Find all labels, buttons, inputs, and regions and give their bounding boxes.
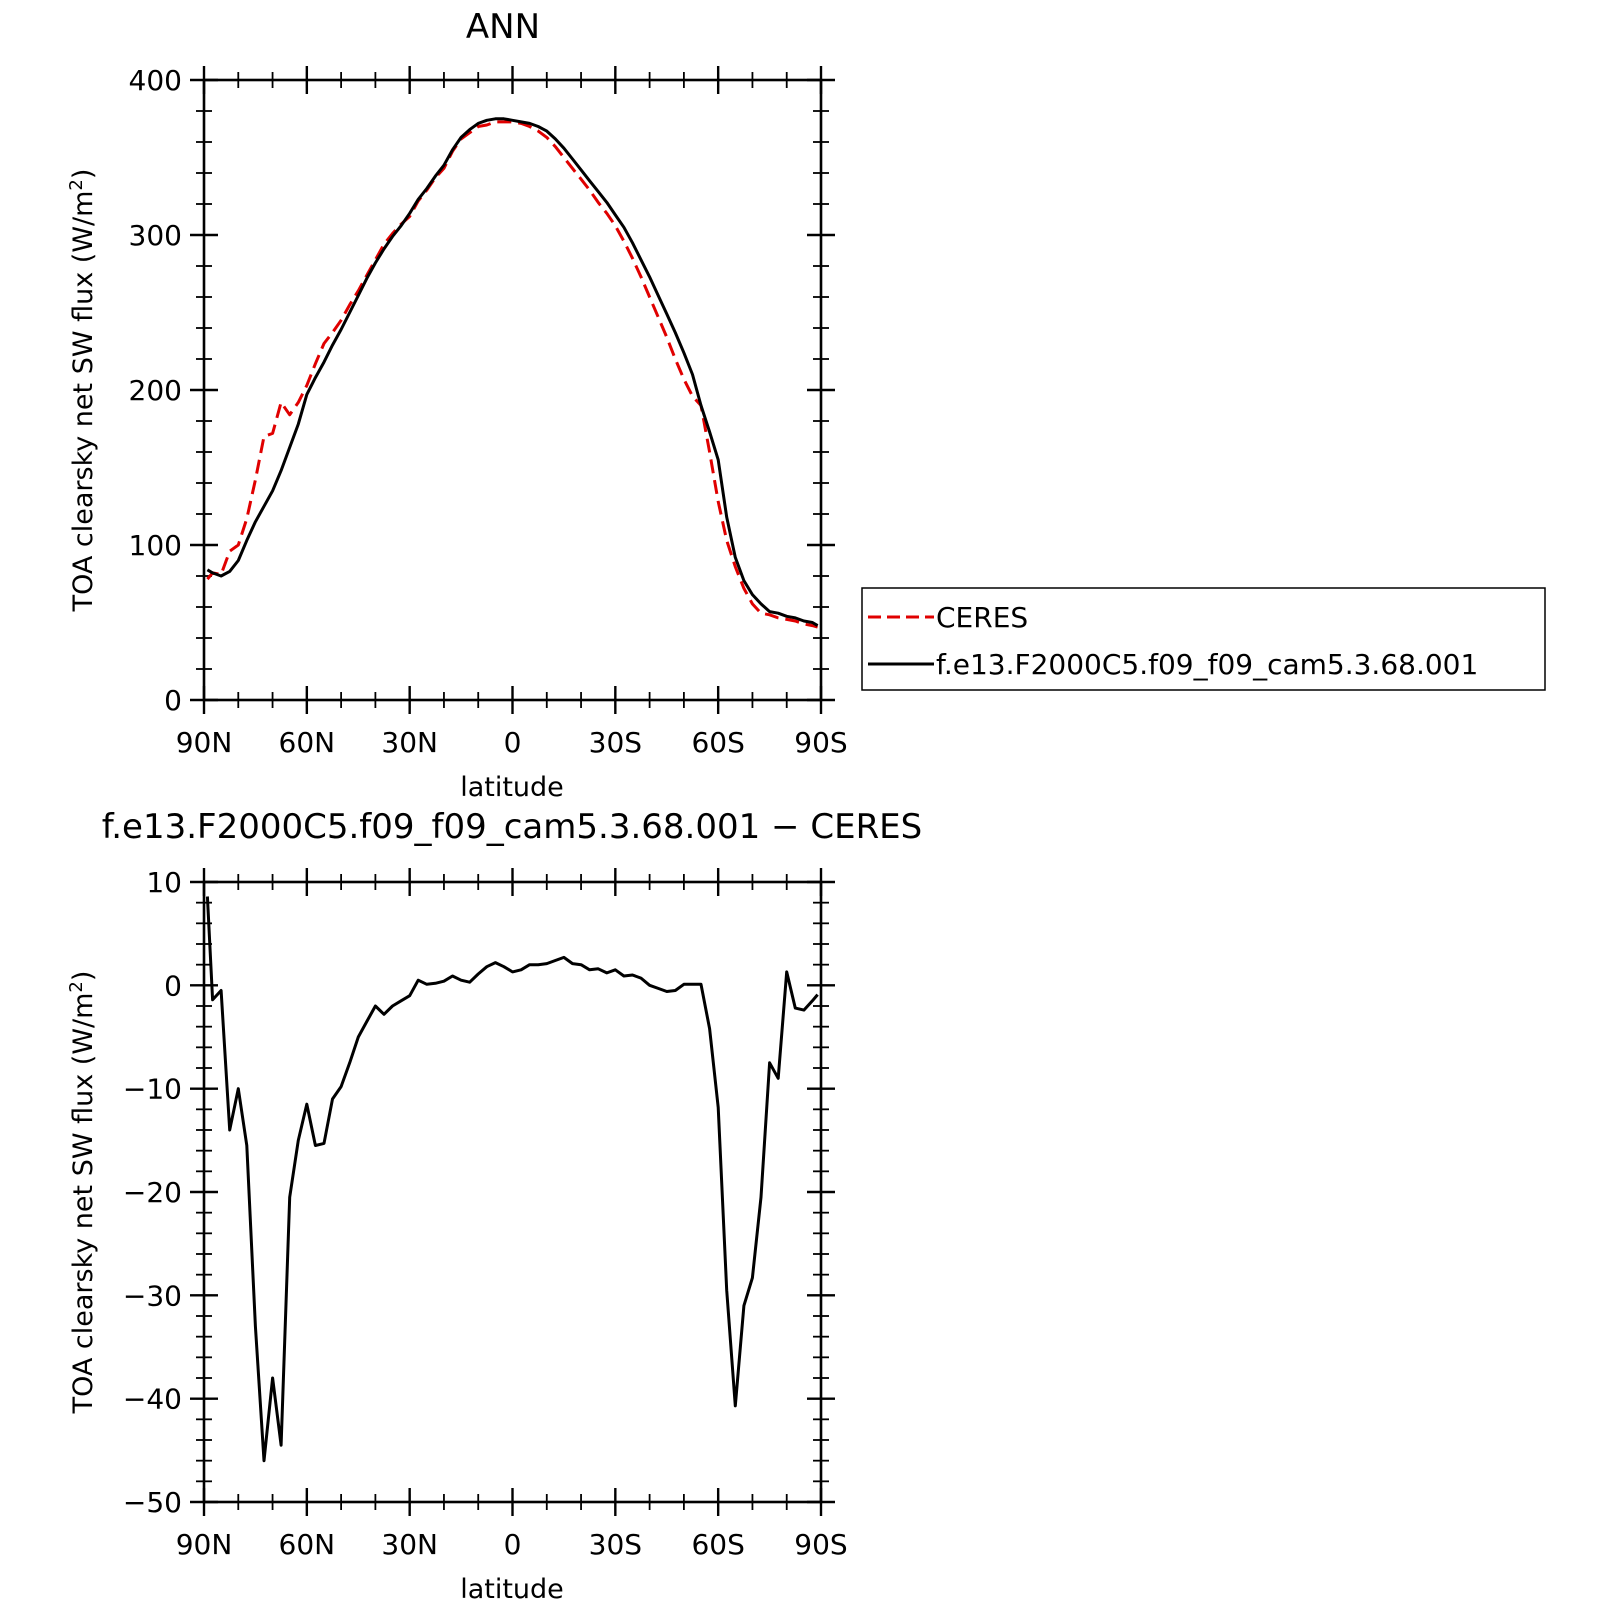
x-tick-label: 90N xyxy=(176,726,233,759)
y-tick-label: 10 xyxy=(146,866,182,899)
legend-model-label: f.e13.F2000C5.f09_f09_cam5.3.68.001 xyxy=(936,648,1478,681)
y-tick-label: −50 xyxy=(123,1486,182,1519)
bottom-plot-frame xyxy=(202,880,823,1504)
top-series-lines xyxy=(206,117,819,629)
top-y-axis-label: TOA clearsky net SW flux (W/m2) xyxy=(66,169,99,613)
x-tick-label: 60S xyxy=(691,726,744,759)
y-tick-label: 100 xyxy=(129,529,182,562)
y-tick-label: 0 xyxy=(164,969,182,1002)
y-tick-label: 400 xyxy=(129,64,182,97)
bottom-y-label-end: ) xyxy=(68,971,99,982)
top-y-label-sup: 2 xyxy=(66,179,87,190)
bottom-y-axis-label: TOA clearsky net SW flux (W/m2) xyxy=(66,971,99,1415)
x-tick-label: 30N xyxy=(381,726,438,759)
y-tick-label: −40 xyxy=(123,1383,182,1416)
bottom-chart-title: f.e13.F2000C5.f09_f09_cam5.3.68.001 − CE… xyxy=(102,807,923,847)
top-tick-labels: 0 100 200 300 400 90N 60N 30N 0 30S 60S 90S xyxy=(129,64,848,759)
x-tick-label: 0 xyxy=(504,726,522,759)
bottom-y-label-sup: 2 xyxy=(66,981,87,992)
top-plot-frame xyxy=(202,78,823,702)
bottom-tick-marks xyxy=(190,868,835,1516)
top-y-label-end: ) xyxy=(68,169,99,180)
y-tick-label: −10 xyxy=(123,1073,182,1106)
y-tick-label: 0 xyxy=(164,684,182,717)
bottom-x-axis-label: latitude xyxy=(460,1574,564,1605)
bottom-series-line-model xyxy=(205,896,819,1463)
x-tick-label: 90N xyxy=(176,1528,233,1561)
top-series-line-ceres xyxy=(206,120,819,629)
x-tick-label: 30S xyxy=(589,1528,642,1561)
top-tick-marks xyxy=(190,66,835,714)
x-tick-label: 30S xyxy=(589,726,642,759)
bottom-tick-labels: −50 −40 −30 −20 −10 0 10 90N 60N 30N 0 30S 60S 90S xyxy=(123,866,848,1561)
legend: CERES f.e13.F2000C5.f09_f09_cam5.3.68.00… xyxy=(861,587,1546,691)
legend-ceres-label: CERES xyxy=(936,601,1028,634)
bottom-panel: f.e13.F2000C5.f09_f09_cam5.3.68.001 − CE… xyxy=(66,807,922,1605)
top-x-axis-label: latitude xyxy=(460,772,564,803)
x-tick-label: 90S xyxy=(794,726,847,759)
x-tick-label: 60N xyxy=(279,1528,336,1561)
y-tick-label: −20 xyxy=(123,1176,182,1209)
y-tick-label: −30 xyxy=(123,1279,182,1312)
top-series-line-model xyxy=(206,117,819,627)
top-panel: ANN 0 100 200 300 400 90N 60N 30N 0 30S 60S 90S lat… xyxy=(66,7,1546,803)
top-y-label-main: TOA clearsky net SW flux (W/m xyxy=(68,191,99,613)
x-tick-label: 60N xyxy=(279,726,336,759)
y-tick-label: 300 xyxy=(129,219,182,252)
x-tick-label: 60S xyxy=(691,1528,744,1561)
x-tick-label: 90S xyxy=(794,1528,847,1561)
x-tick-label: 30N xyxy=(381,1528,438,1561)
x-tick-label: 0 xyxy=(504,1528,522,1561)
bottom-series-lines xyxy=(205,896,819,1463)
bottom-y-label-main: TOA clearsky net SW flux (W/m xyxy=(68,993,99,1415)
top-chart-title: ANN xyxy=(466,7,540,47)
y-tick-label: 200 xyxy=(129,374,182,407)
legend-box xyxy=(861,587,1546,691)
